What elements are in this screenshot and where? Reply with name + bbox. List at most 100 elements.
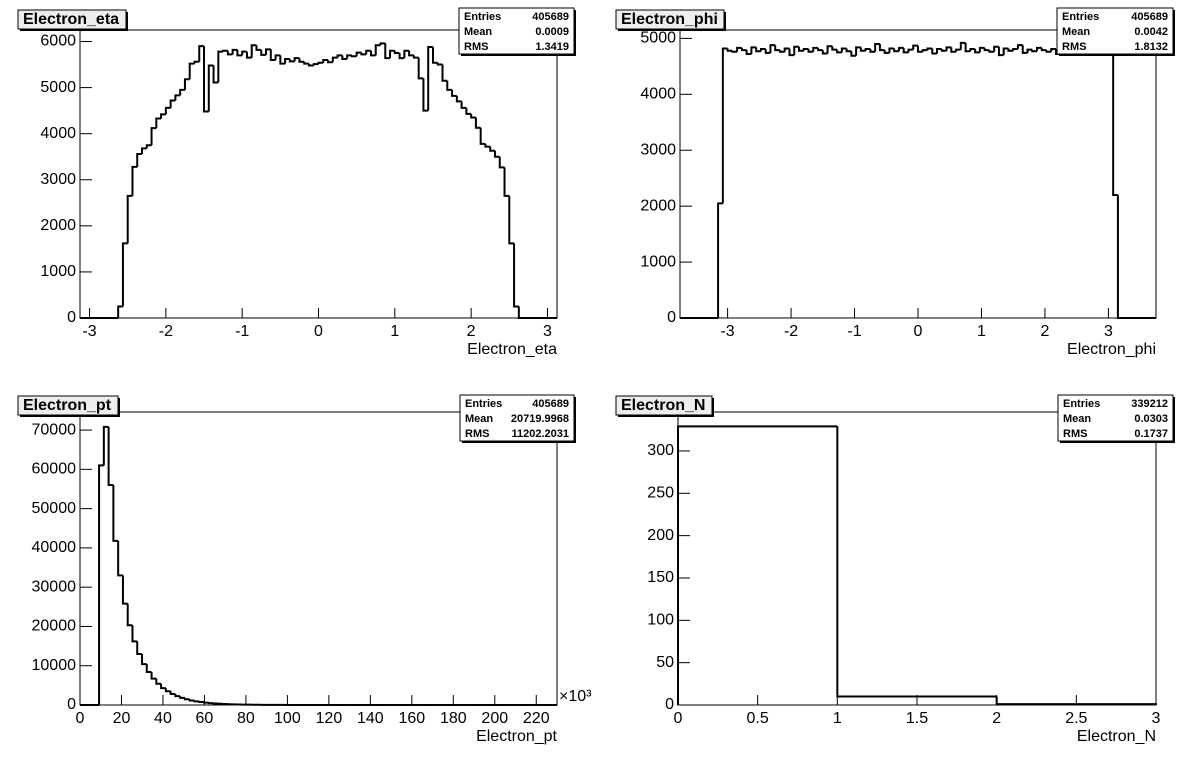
y-tick-label: 60000: [32, 461, 77, 478]
histogram-bin: [431, 47, 438, 64]
histogram-bin: [145, 664, 152, 674]
y-tick-label: 70000: [32, 421, 77, 438]
x-tick-label: 2: [467, 323, 476, 340]
x-tick-label: 220: [523, 710, 550, 727]
histogram-bin: [117, 540, 123, 577]
histogram-bin: [465, 107, 472, 115]
histogram-bin: [303, 61, 309, 65]
histogram-bin: [1040, 47, 1047, 52]
histogram-bin: [460, 101, 467, 109]
y-tick-label: 4000: [40, 125, 76, 142]
x-tick-label: -2: [159, 323, 173, 340]
y-tick-label: 50: [656, 654, 674, 671]
stats-label: Mean: [464, 26, 492, 38]
histogram-bin: [412, 55, 419, 59]
x-tick-label: 3: [1152, 710, 1161, 727]
y-tick-label: 0: [667, 309, 676, 326]
histogram-bin: [274, 54, 281, 60]
x-axis-exponent: ×10³: [559, 688, 592, 705]
x-tick-label: 40: [154, 710, 172, 727]
stats-value: 1.3419: [535, 41, 569, 53]
histogram-bin: [298, 58, 305, 63]
histogram-bin: [155, 117, 162, 129]
stats-value: 339212: [1131, 398, 1168, 410]
histogram-bin: [997, 46, 1004, 57]
histogram-bin: [164, 688, 171, 693]
histogram-bin: [451, 89, 457, 97]
stats-box: [459, 394, 575, 442]
histogram-bin: [774, 45, 780, 52]
y-tick-label: 150: [647, 569, 674, 586]
histogram-bin: [897, 46, 904, 52]
histogram-bin: [288, 59, 295, 63]
y-tick-label: 0: [67, 696, 76, 713]
histogram-bin: [726, 48, 733, 52]
histogram-bin: [155, 678, 162, 685]
stats-box: [1057, 394, 1174, 442]
histogram-bin: [479, 127, 486, 145]
histogram-bin: [503, 167, 510, 197]
y-tick-label: 5000: [40, 79, 76, 96]
stats-label: Entries: [465, 398, 502, 410]
plot-frame: [79, 411, 558, 706]
x-tick-label: 1: [977, 323, 986, 340]
histogram-bin: [736, 46, 742, 52]
histogram-bin: [945, 46, 952, 51]
y-tick-label: 200: [647, 527, 674, 544]
histogram-bin: [403, 49, 410, 59]
histogram-bin: [721, 47, 728, 204]
histogram-bin: [174, 94, 181, 101]
histogram-bin: [145, 144, 152, 149]
stats-label: Mean: [1063, 413, 1091, 425]
histogram-bin: [1021, 45, 1028, 54]
histogram-bin: [160, 683, 166, 690]
y-tick-label: 0: [665, 696, 674, 713]
stats-label: Mean: [465, 413, 493, 425]
histogram-bin: [183, 78, 190, 90]
y-tick-label: 1000: [40, 263, 76, 280]
histogram-bin: [279, 55, 286, 65]
histogram-bin: [859, 47, 866, 52]
histogram-bin: [1112, 49, 1118, 196]
stats-value: 0.0009: [535, 26, 569, 38]
histogram-bin: [179, 88, 185, 96]
histogram-bin: [474, 117, 481, 129]
histogram-bin: [374, 44, 381, 56]
x-tick-label: 0: [914, 323, 923, 340]
histogram-bin: [417, 57, 424, 80]
y-tick-label: 0: [67, 309, 76, 326]
histogram-bin: [455, 95, 462, 103]
histogram-bin: [126, 194, 133, 244]
x-tick-label: -1: [235, 323, 249, 340]
histogram-bin: [878, 43, 885, 52]
histogram-bin: [783, 47, 790, 52]
x-tick-label: 20: [113, 710, 131, 727]
histogram-bin: [969, 48, 976, 52]
chart-title: Electron_phi: [621, 11, 718, 28]
histogram-bin: [422, 78, 429, 112]
histogram-bin: [269, 49, 276, 61]
histogram-bin: [840, 47, 847, 53]
histogram-bin: [150, 127, 157, 146]
histogram-bin: [141, 653, 147, 666]
stats-label: RMS: [465, 428, 489, 440]
title-box: [17, 395, 119, 416]
histogram-bin: [874, 42, 880, 52]
histogram-bin: [755, 47, 761, 53]
histogram-bin: [493, 150, 500, 158]
stats-value: 405689: [1131, 11, 1168, 23]
stats-value: 11202.2031: [511, 428, 569, 440]
stats-label: RMS: [464, 41, 488, 53]
histogram-bin: [850, 51, 857, 57]
histogram-bin: [907, 48, 914, 53]
histogram-bin: [164, 106, 171, 115]
y-tick-label: 1000: [640, 253, 676, 270]
histogram-bin: [978, 46, 985, 53]
histogram-bin: [198, 45, 205, 62]
histogram-bin: [336, 54, 343, 58]
histogram-bin: [740, 47, 747, 52]
histogram-bin: [102, 425, 109, 466]
histogram-bin: [98, 464, 104, 705]
